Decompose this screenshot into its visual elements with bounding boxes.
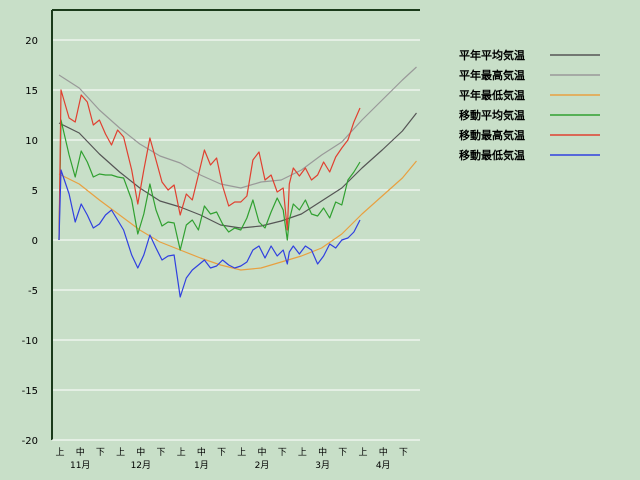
legend-label: 移動最低気温	[459, 148, 525, 162]
series-line-2	[58, 66, 417, 189]
y-tick-label: -15	[22, 386, 38, 397]
y-tick-labels: 20 15 10 5 0 -5 -10 -15 -20	[22, 36, 38, 447]
x-month-label: 1月	[194, 460, 209, 471]
x-dekad-tick-label: 中	[136, 446, 145, 458]
x-dekad-tick-label: 上	[56, 447, 65, 458]
x-dekad-tick-label: 中	[379, 446, 388, 458]
x-dekad-tick-label: 上	[116, 447, 125, 458]
series-line-3	[58, 160, 417, 271]
legend-label: 移動最高気温	[459, 128, 525, 142]
axes	[51, 9, 420, 441]
y-tick-label: 10	[25, 136, 38, 147]
y-tick-label: -10	[22, 336, 38, 347]
x-dekad-tick-label: 中	[76, 446, 85, 458]
x-month-label: 2月	[255, 460, 270, 471]
x-month-label: 4月	[376, 460, 391, 471]
y-tick-label: 15	[25, 86, 38, 97]
x-month-label: 11月	[70, 460, 90, 471]
x-dekad-tick-label: 下	[399, 448, 408, 458]
legend-label: 平年平均気温	[459, 48, 525, 62]
x-dekad-tick-label: 下	[278, 448, 287, 458]
legend-label: 平年最低気温	[459, 88, 525, 102]
x-month-label: 12月	[131, 460, 151, 471]
x-dekad-tick-label: 中	[258, 446, 267, 458]
y-tick-label: 5	[32, 186, 38, 197]
y-tick-label: 0	[32, 236, 38, 247]
x-dekad-tick-label: 下	[157, 448, 166, 458]
legend-label: 平年最高気温	[459, 68, 525, 82]
x-tick-labels: 上中下上中下上中下上中下上中下上中下11月 12月 1月 2月 3月 4月	[56, 446, 408, 471]
x-dekad-tick-label: 中	[318, 446, 327, 458]
y-tick-label: 20	[25, 36, 38, 47]
series-line-4	[58, 119, 361, 251]
series-line-1	[58, 112, 417, 229]
x-dekad-tick-label: 上	[298, 447, 307, 458]
series-line-5	[58, 89, 361, 241]
x-dekad-tick-label: 上	[177, 447, 186, 458]
x-dekad-tick-label: 上	[359, 447, 368, 458]
x-month-label: 3月	[315, 460, 330, 471]
x-dekad-tick-label: 中	[197, 446, 206, 458]
x-dekad-tick-label: 上	[237, 447, 246, 458]
x-dekad-tick-label: 下	[217, 448, 226, 458]
y-tick-label: -20	[22, 436, 38, 447]
series-lines	[58, 66, 417, 298]
x-dekad-tick-label: 下	[338, 448, 347, 458]
legend-label: 移動平均気温	[459, 108, 525, 122]
series-line-6	[58, 169, 361, 298]
y-tick-label: -5	[28, 286, 38, 297]
x-dekad-tick-label: 下	[96, 448, 105, 458]
